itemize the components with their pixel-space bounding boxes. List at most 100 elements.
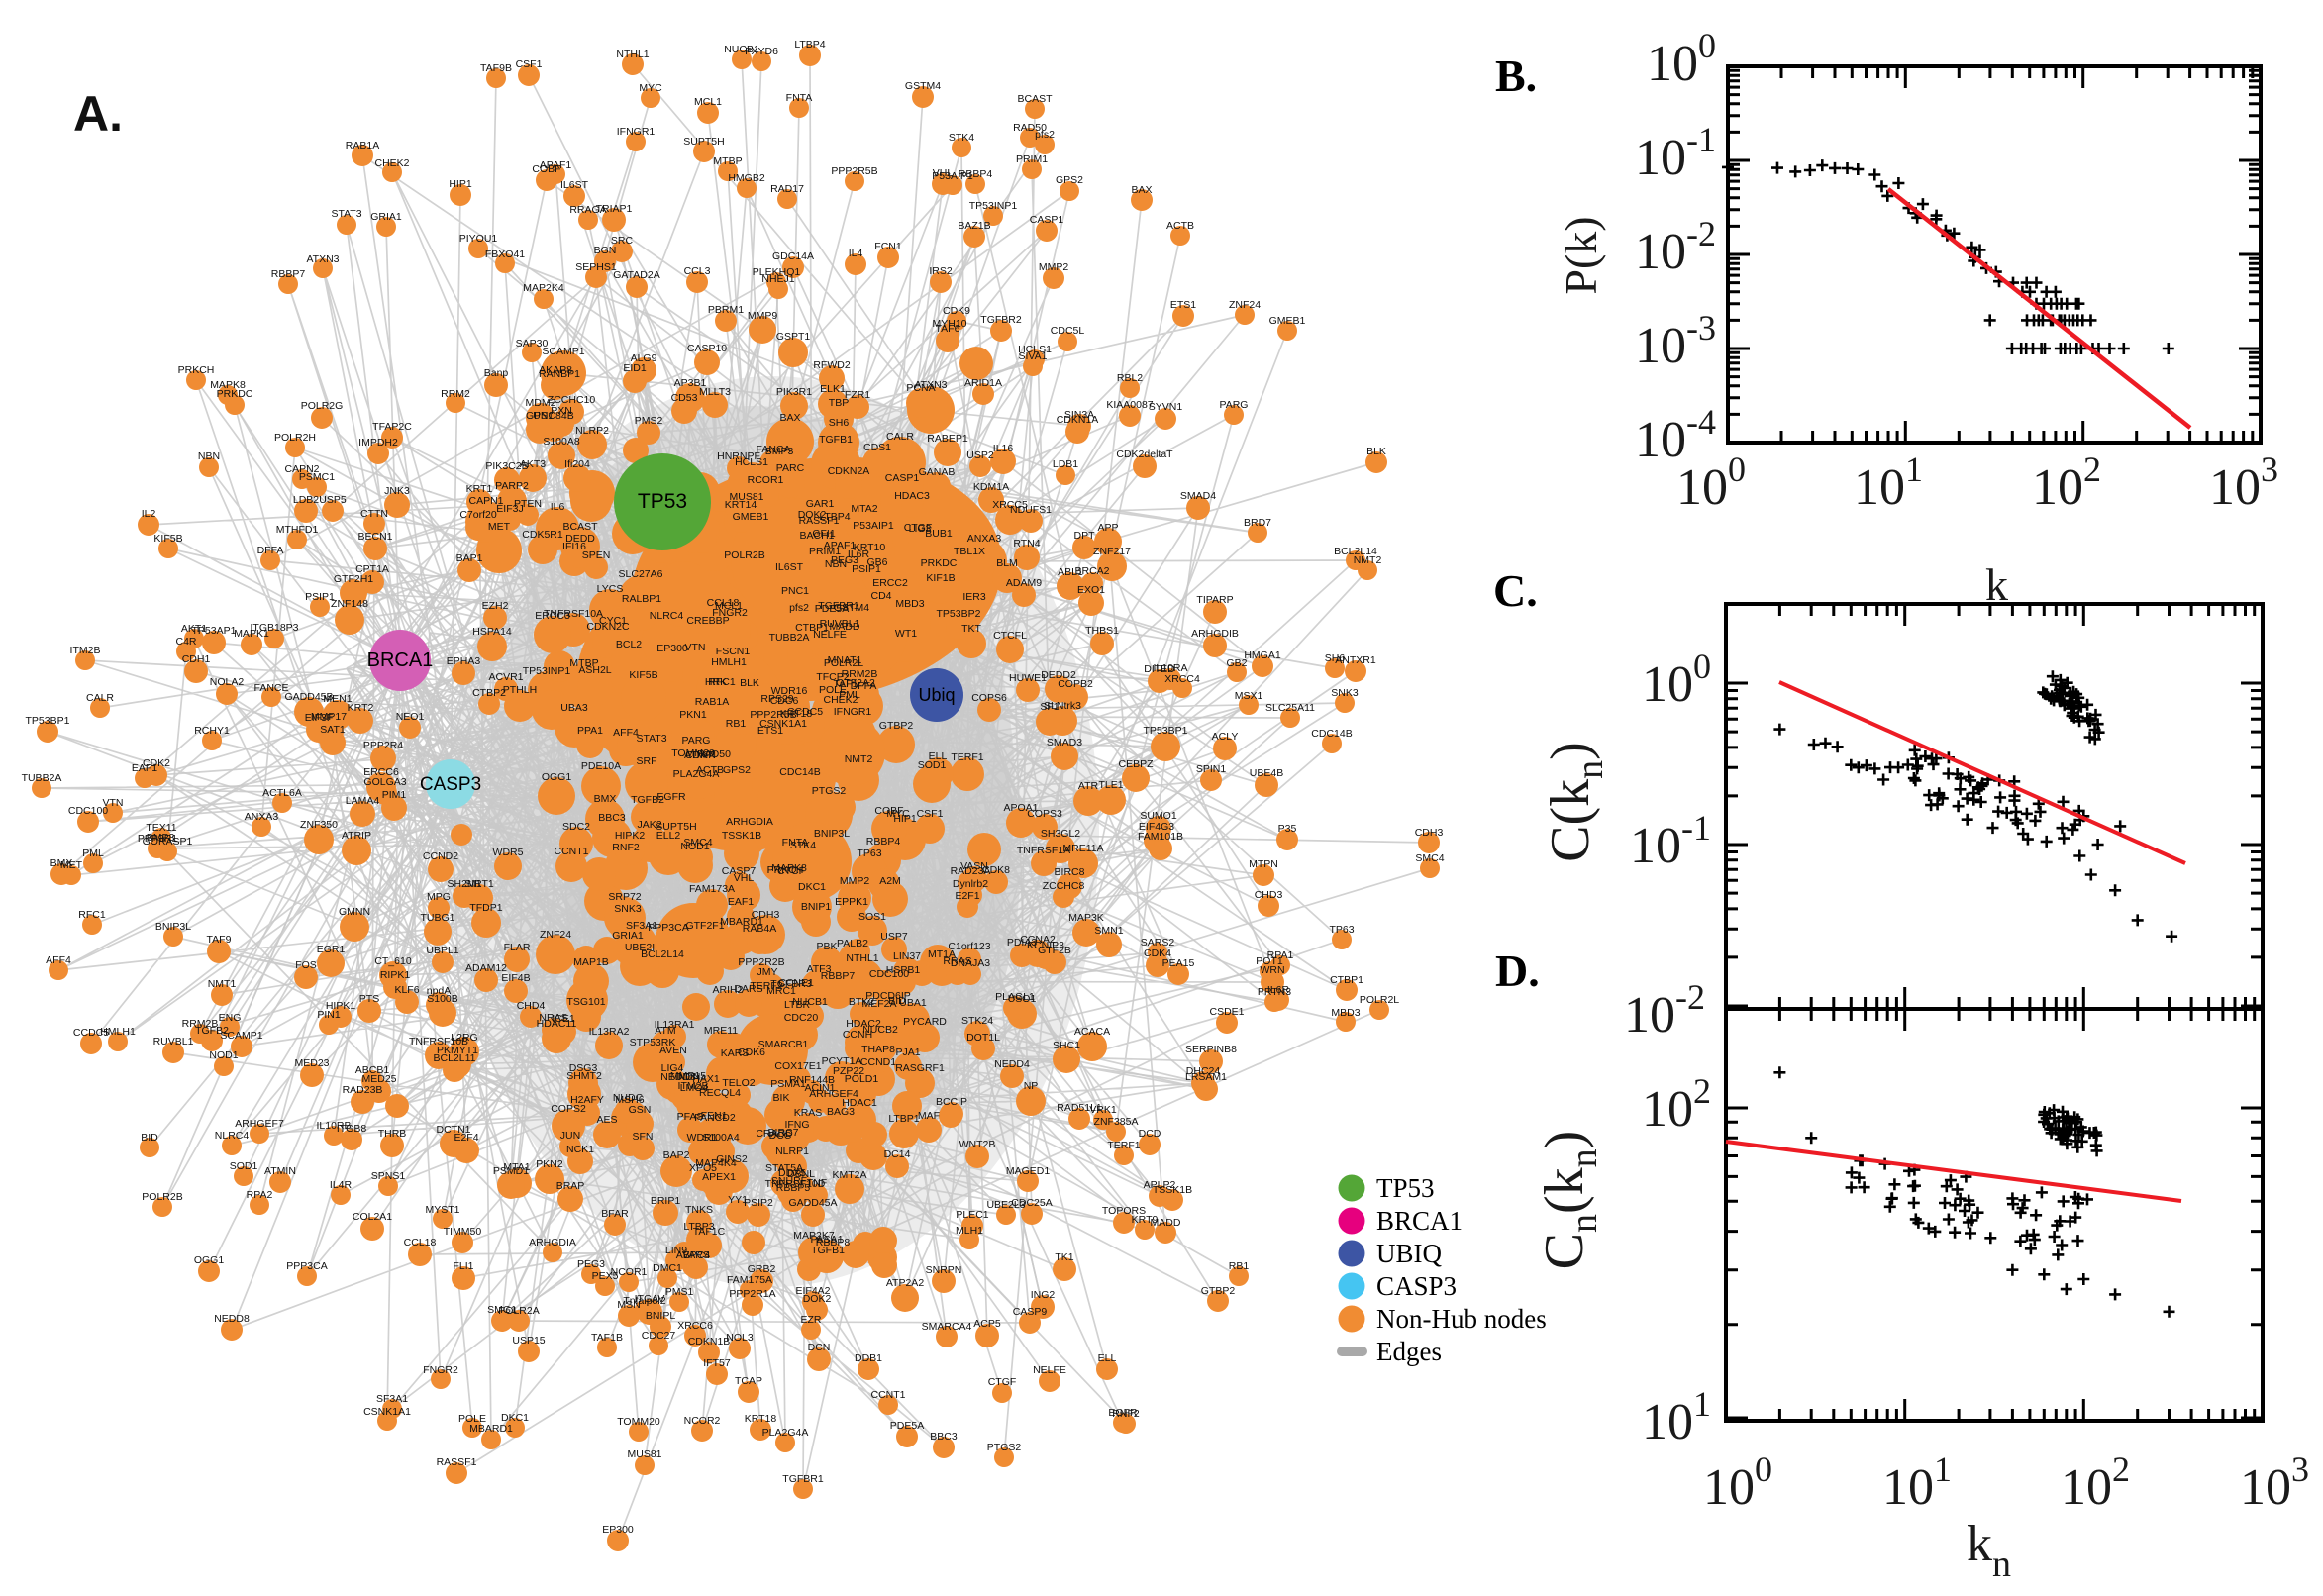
svg-text:KRT2: KRT2 xyxy=(348,702,374,714)
svg-text:ITGAV: ITGAV xyxy=(635,1293,665,1305)
svg-text:IFT57: IFT57 xyxy=(703,1357,731,1369)
svg-text:GORASP1: GORASP1 xyxy=(143,836,193,848)
svg-text:DOK2: DOK2 xyxy=(798,509,827,521)
svg-text:KIF1B: KIF1B xyxy=(926,572,955,584)
svg-text:ASH2L: ASH2L xyxy=(578,664,611,676)
svg-text:IL6ST: IL6ST xyxy=(775,561,804,573)
svg-text:CTBP1: CTBP1 xyxy=(1330,974,1364,986)
svg-text:IL13RA2: IL13RA2 xyxy=(589,1026,630,1038)
svg-text:CREBBP: CREBBP xyxy=(686,615,729,627)
svg-text:PDIA3: PDIA3 xyxy=(1007,937,1038,948)
svg-text:CDC14B: CDC14B xyxy=(779,766,820,778)
svg-text:RRAGA: RRAGA xyxy=(569,204,606,216)
svg-text:TOMM20: TOMM20 xyxy=(617,1416,660,1428)
svg-text:BMX: BMX xyxy=(50,857,73,869)
svg-text:ABPC4: ABPC4 xyxy=(676,1249,711,1261)
svg-text:CHEK2: CHEK2 xyxy=(823,694,858,706)
svg-text:GINS2: GINS2 xyxy=(716,1153,748,1165)
svg-text:TK1: TK1 xyxy=(1055,1251,1073,1263)
svg-text:npdA: npdA xyxy=(427,985,452,997)
svg-text:ING2: ING2 xyxy=(1031,1289,1056,1301)
svg-text:ERCC2: ERCC2 xyxy=(872,577,908,589)
svg-text:HMLH1: HMLH1 xyxy=(100,1026,136,1038)
svg-text:ATXN3: ATXN3 xyxy=(914,379,947,391)
svg-text:TNFRSF10D: TNFRSF10D xyxy=(765,1178,826,1190)
svg-text:FBXO41: FBXO41 xyxy=(485,249,525,260)
svg-text:ARHGEF4: ARHGEF4 xyxy=(809,1088,858,1100)
svg-text:GATAD2A: GATAD2A xyxy=(613,269,659,281)
svg-text:TP53BP2: TP53BP2 xyxy=(937,608,981,620)
svg-text:CHEK2: CHEK2 xyxy=(374,157,409,169)
svg-text:TRIAP1: TRIAP1 xyxy=(596,203,633,215)
svg-text:SMARCB1: SMARCB1 xyxy=(758,1039,809,1050)
svg-text:MDM2: MDM2 xyxy=(526,397,556,409)
svg-text:PTS: PTS xyxy=(359,993,379,1005)
svg-text:TGFBR1: TGFBR1 xyxy=(782,1473,824,1485)
svg-text:FANCA: FANCA xyxy=(756,444,790,455)
svg-text:FNTA: FNTA xyxy=(786,92,813,104)
svg-text:XRCC5: XRCC5 xyxy=(992,499,1028,511)
svg-text:MTA1: MTA1 xyxy=(503,1161,530,1173)
svg-text:PARC: PARC xyxy=(776,462,805,474)
svg-text:HCLS1: HCLS1 xyxy=(1018,344,1052,355)
svg-text:P53AIP1: P53AIP1 xyxy=(932,170,973,182)
svg-text:PPP2R2B: PPP2R2B xyxy=(738,956,784,968)
svg-text:Tnfaip8l2: Tnfaip8l2 xyxy=(623,1295,665,1307)
svg-text:RAD51L1: RAD51L1 xyxy=(1057,1102,1102,1114)
svg-text:TP63: TP63 xyxy=(1329,924,1354,936)
svg-text:KRT18: KRT18 xyxy=(745,1413,777,1425)
svg-text:BNIP1: BNIP1 xyxy=(801,901,832,913)
svg-text:BCL2L11: BCL2L11 xyxy=(433,1052,475,1064)
svg-text:MRC1: MRC1 xyxy=(766,985,796,997)
svg-text:BRCA1: BRCA1 xyxy=(1376,1206,1463,1236)
svg-text:ACACA: ACACA xyxy=(1074,1026,1110,1038)
svg-text:CCL3: CCL3 xyxy=(684,265,711,277)
svg-text:ATP2A2: ATP2A2 xyxy=(886,1277,924,1289)
svg-text:PRTN3: PRTN3 xyxy=(1258,986,1291,998)
svg-text:HRK: HRK xyxy=(705,676,727,688)
svg-text:ABL1: ABL1 xyxy=(1058,566,1083,578)
svg-text:AFF4: AFF4 xyxy=(613,727,639,739)
svg-text:MAGED1: MAGED1 xyxy=(1006,1165,1051,1177)
svg-text:NOD1: NOD1 xyxy=(209,1049,238,1061)
svg-text:NLRC4: NLRC4 xyxy=(650,610,684,622)
svg-text:ERCC6: ERCC6 xyxy=(363,766,399,778)
svg-text:AVEN: AVEN xyxy=(659,1045,687,1056)
svg-text:E2F4: E2F4 xyxy=(454,1132,478,1144)
svg-text:PLA2G4A: PLA2G4A xyxy=(762,1427,809,1439)
svg-text:EAF1: EAF1 xyxy=(132,762,157,774)
svg-text:NDN: NDN xyxy=(678,1071,701,1083)
svg-text:CASP1: CASP1 xyxy=(1030,214,1064,226)
svg-text:KRAS: KRAS xyxy=(794,1107,823,1119)
svg-text:IFNGR1: IFNGR1 xyxy=(617,126,656,138)
svg-text:BUB1: BUB1 xyxy=(925,528,953,540)
svg-text:IMPDH2: IMPDH2 xyxy=(358,437,398,449)
svg-text:CCDC5: CCDC5 xyxy=(73,1027,109,1039)
svg-text:WDR1: WDR1 xyxy=(687,1132,718,1144)
svg-text:TGFB2: TGFB2 xyxy=(195,1025,229,1037)
svg-text:BCL2L14: BCL2L14 xyxy=(641,948,684,960)
svg-text:GTBP2: GTBP2 xyxy=(1201,1285,1236,1297)
svg-text:MPG: MPG xyxy=(427,891,451,903)
svg-text:SAP30: SAP30 xyxy=(516,338,549,349)
svg-text:MADD: MADD xyxy=(1151,1217,1181,1229)
svg-text:NMT2: NMT2 xyxy=(845,753,873,765)
svg-text:PTGS2: PTGS2 xyxy=(812,785,847,797)
svg-text:PRIM1: PRIM1 xyxy=(809,546,841,557)
svg-text:MCL1: MCL1 xyxy=(694,96,722,108)
svg-text:PLAGL1: PLAGL1 xyxy=(995,991,1035,1003)
svg-text:SMAD4: SMAD4 xyxy=(1180,490,1216,502)
svg-text:CHD3: CHD3 xyxy=(1255,889,1283,901)
svg-text:PNC1: PNC1 xyxy=(781,585,809,597)
svg-text:COX17E1: COX17E1 xyxy=(774,1060,821,1072)
svg-text:POLR2L: POLR2L xyxy=(1360,994,1399,1006)
svg-text:PSMC1: PSMC1 xyxy=(299,471,335,483)
svg-text:POLE: POLE xyxy=(819,684,847,696)
svg-text:SARS2: SARS2 xyxy=(1141,937,1175,948)
svg-text:TAF1B: TAF1B xyxy=(591,1332,623,1344)
svg-text:NBN: NBN xyxy=(825,558,847,570)
svg-text:SEPHS1: SEPHS1 xyxy=(575,261,617,273)
svg-text:EIF4B: EIF4B xyxy=(501,972,530,984)
svg-text:CDC100: CDC100 xyxy=(869,968,909,980)
svg-text:KRT10: KRT10 xyxy=(854,542,886,553)
